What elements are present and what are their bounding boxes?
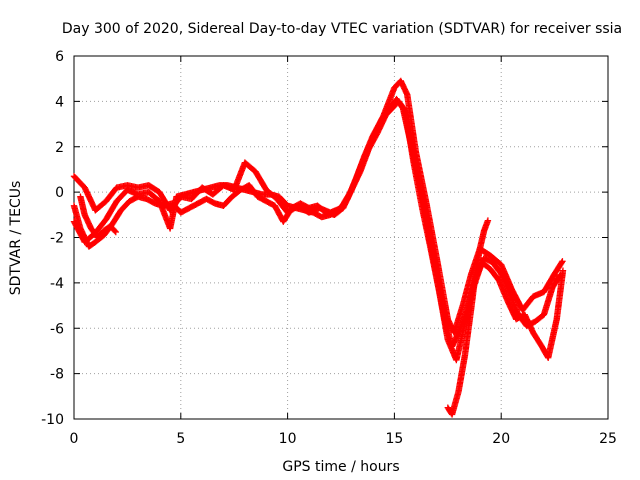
series-sat-e [77, 193, 120, 241]
series-sat-d [444, 217, 492, 418]
y-tick-label: -2 [50, 231, 64, 247]
data-point [484, 217, 492, 224]
y-axis: -10 -8 -6 -4 -2 0 2 4 6 [41, 49, 608, 428]
y-tick-label: -6 [50, 321, 64, 337]
x-tick-label: 10 [279, 431, 297, 447]
data-point [559, 258, 566, 265]
data-point [111, 227, 119, 235]
y-tick-label: 4 [55, 94, 64, 110]
y-axis-label: SDTVAR / TECUs [8, 181, 24, 296]
y-tick-label: 0 [55, 185, 64, 201]
x-axis: 0 5 10 15 20 25 [70, 56, 617, 447]
y-tick-label: -4 [50, 276, 64, 292]
y-tick-label: 2 [55, 140, 64, 156]
y-tick-label: 6 [55, 49, 64, 65]
data-point [559, 267, 567, 274]
x-tick-label: 0 [70, 431, 79, 447]
x-axis-label: GPS time / hours [282, 459, 399, 475]
grid [74, 56, 608, 419]
x-tick-label: 5 [176, 431, 185, 447]
data-marks [70, 77, 567, 418]
data-point [558, 259, 565, 266]
y-tick-label: -8 [50, 367, 64, 383]
x-tick-label: 25 [599, 431, 617, 447]
x-tick-label: 15 [385, 431, 403, 447]
data-point [112, 228, 120, 236]
chart-title: Day 300 of 2020, Sidereal Day-to-day VTE… [62, 21, 622, 37]
series-sat-c [70, 98, 567, 364]
x-tick-label: 20 [492, 431, 510, 447]
y-tick-label: -10 [41, 412, 64, 428]
